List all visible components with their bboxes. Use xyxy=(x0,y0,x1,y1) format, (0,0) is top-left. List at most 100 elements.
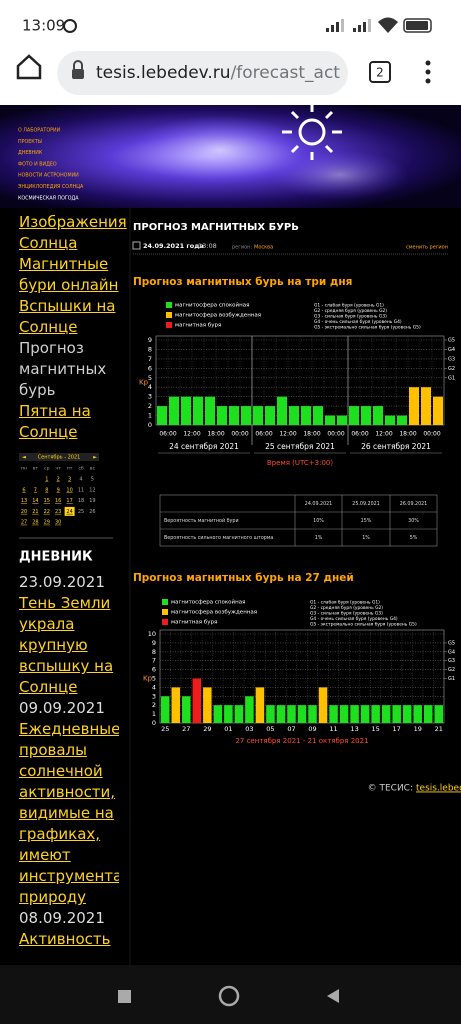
calendar-day[interactable]: 8 xyxy=(45,487,48,493)
diary-link[interactable]: Ежедневные провалы солнечной активности,… xyxy=(19,720,119,906)
table-cell: 15% xyxy=(361,518,372,524)
calendar-day[interactable]: 15 xyxy=(44,498,50,504)
calendar-day[interactable]: 9 xyxy=(57,487,60,493)
calendar-day[interactable]: 7 xyxy=(34,487,37,493)
sidebar-link[interactable]: Пятна на Солнце xyxy=(19,402,91,441)
nav-link[interactable]: ДНЕВНИК xyxy=(18,150,43,156)
nav-link[interactable]: О ЛАБОРАТОРИИ xyxy=(18,128,61,134)
calendar-day[interactable]: 3 xyxy=(68,477,71,483)
y-tick-label: 6 xyxy=(148,364,152,372)
url: tesis.lebedev.ru/forecast_act xyxy=(96,63,340,83)
day-label: 26 сентября 2021 xyxy=(361,442,431,451)
calendar-prev[interactable]: ◄ xyxy=(22,455,26,461)
calendar-day[interactable]: 2 xyxy=(57,477,60,483)
calendar-weekday: пн xyxy=(21,467,27,472)
calendar-day[interactable]: 4 xyxy=(79,477,82,483)
x-tick-label: 00:00 xyxy=(423,431,440,438)
calendar-day[interactable]: 26 xyxy=(89,509,95,515)
recents-button[interactable] xyxy=(118,990,131,1003)
legend-swatch xyxy=(162,609,168,615)
sidebar-link[interactable]: Изображения Солнца xyxy=(19,213,127,252)
bar xyxy=(402,705,412,723)
calendar-day[interactable]: 27 xyxy=(21,520,27,526)
calendar-day[interactable]: 25 xyxy=(78,509,84,515)
bar xyxy=(349,406,359,425)
bar xyxy=(381,705,391,723)
nav-link[interactable]: КОСМИЧЕСКАЯ ПОГОДА xyxy=(18,195,79,201)
page-date: 24.09.2021 года xyxy=(143,242,204,250)
nav-link[interactable]: НОВОСТИ АСТРОНОМИИ xyxy=(18,173,79,179)
home-nav-button[interactable] xyxy=(218,985,240,1007)
calendar-day[interactable]: 13 xyxy=(21,498,27,504)
copyright-link[interactable]: tesis.lebedev.ru xyxy=(416,784,461,794)
calendar-day[interactable]: 6 xyxy=(22,487,25,493)
bar xyxy=(234,705,244,723)
calendar-weekday: ср xyxy=(44,467,50,472)
calendar-day[interactable]: 18 xyxy=(78,498,84,504)
x-tick-label: 06:00 xyxy=(351,431,368,438)
change-region[interactable]: сменить регион xyxy=(406,245,448,251)
g-legend-label: G5 - экстремально сильная буря (уровень … xyxy=(310,621,417,628)
calendar-day[interactable]: 12 xyxy=(89,487,95,493)
diary-title: ДНЕВНИК xyxy=(19,550,93,565)
nav-link[interactable]: ЭНЦИКЛОПЕДИЯ СОЛНЦА xyxy=(18,184,84,190)
day-label: 24 сентября 2021 xyxy=(169,442,239,451)
calendar-weekday: вс xyxy=(90,467,96,472)
nav-link[interactable]: ФОТО И ВИДЕО xyxy=(18,161,57,167)
region[interactable]: Москва xyxy=(254,245,273,251)
tabs-button[interactable] xyxy=(369,61,391,83)
bar xyxy=(423,705,433,723)
calendar-day[interactable]: 29 xyxy=(44,520,50,526)
calendar-day[interactable]: 21 xyxy=(32,509,38,515)
table-cell: 5% xyxy=(410,535,418,541)
g-legend-label: G1 - слабая буря (уровень G1) xyxy=(314,302,384,309)
diary-date: 08.09.2021 xyxy=(19,909,105,927)
bar xyxy=(433,396,443,425)
bar xyxy=(318,687,328,723)
lock-icon xyxy=(72,69,84,79)
y-tick-label: 1 xyxy=(148,412,152,420)
sidebar-link[interactable]: Вспышки на Солнце xyxy=(19,297,116,336)
back-button[interactable] xyxy=(327,989,339,1003)
bar xyxy=(157,406,167,425)
x-tick-label: 06:00 xyxy=(159,431,176,438)
bar xyxy=(329,705,338,723)
calendar-day[interactable]: 20 xyxy=(21,509,27,515)
diary-link[interactable]: Активность xyxy=(19,930,111,948)
calendar-day[interactable]: 24 xyxy=(66,509,72,515)
bar xyxy=(253,406,263,425)
calendar-day[interactable]: 30 xyxy=(55,520,61,526)
y2-tick-label: G2 xyxy=(448,667,455,673)
table-cell: 1% xyxy=(362,535,370,541)
calendar-day[interactable]: 1 xyxy=(45,477,48,483)
bar xyxy=(203,687,212,723)
g-legend-label: G3 - сильная буря (уровень G3) xyxy=(310,610,383,617)
sidebar-link[interactable]: Магнитные бури онлайн xyxy=(19,255,119,294)
calendar-day[interactable]: 23 xyxy=(55,509,61,515)
diary-link[interactable]: Тень Земли украла крупную вспышку на Сол… xyxy=(19,594,114,696)
calendar-day[interactable]: 28 xyxy=(32,520,38,526)
bar xyxy=(392,705,401,723)
x-tick-label: 05 xyxy=(266,725,274,733)
calendar-day[interactable]: 19 xyxy=(89,498,95,504)
calendar-day[interactable]: 22 xyxy=(44,509,50,515)
calendar-day[interactable]: 17 xyxy=(66,498,72,504)
calendar-day[interactable]: 5 xyxy=(91,477,94,483)
url-bar[interactable] xyxy=(57,51,348,95)
calendar-day[interactable]: 10 xyxy=(66,487,72,493)
x-tick-label: 29 xyxy=(203,725,211,733)
y2-tick-label: G5 xyxy=(448,338,455,344)
calendar-day[interactable]: 11 xyxy=(78,487,84,493)
home-button[interactable] xyxy=(16,54,42,80)
bar xyxy=(276,705,286,723)
menu-button[interactable] xyxy=(425,60,431,84)
y2-tick-label: G4 xyxy=(448,347,455,353)
nav-link[interactable]: ПРОЕКТЫ xyxy=(18,139,42,145)
calendar-next[interactable]: ► xyxy=(93,455,97,461)
calendar-day[interactable]: 14 xyxy=(32,498,38,504)
legend-label: магнитная буря xyxy=(171,620,217,626)
y-tick-label: 9 xyxy=(148,336,152,344)
calendar-day[interactable]: 16 xyxy=(55,498,61,504)
x-tick-label: 03 xyxy=(245,725,253,733)
y2-tick-label: G5 xyxy=(448,640,455,646)
